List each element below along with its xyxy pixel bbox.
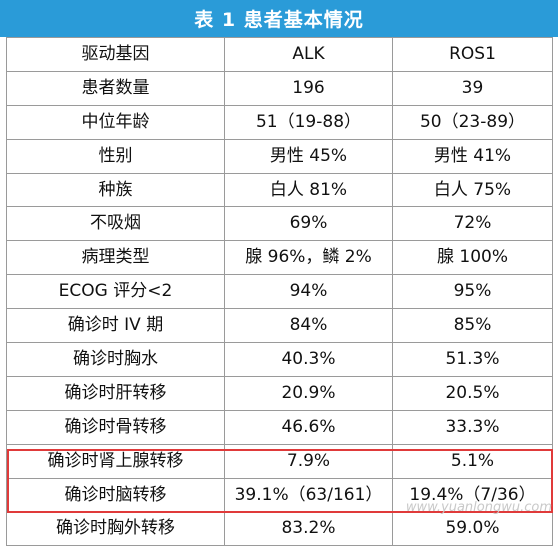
table-row: 确诊时胸外转移 83.2% 59.0% bbox=[6, 511, 553, 546]
row-label-cell: ECOG 评分<2 bbox=[6, 274, 225, 310]
alk-value-cell: 40.3% bbox=[224, 342, 393, 377]
table-row: 确诊时肾上腺转移 7.9% 5.1% bbox=[6, 443, 553, 479]
ros1-value-cell: 白人 75% bbox=[392, 172, 553, 208]
table-row: 确诊时肝转移 20.9% 20.5% bbox=[6, 375, 553, 411]
row-label-cell: 患者数量 bbox=[6, 70, 225, 106]
row-label-cell: 种族 bbox=[6, 172, 225, 208]
ros1-value-cell: 59.0% bbox=[392, 511, 553, 546]
ros1-value-cell: 85% bbox=[392, 308, 553, 344]
table-row: 确诊时胸水 40.3% 51.3% bbox=[6, 342, 553, 377]
patient-info-table: 驱动基因 ALK ROS1 患者数量 196 39 中位年龄 51（19-88） 50（2… bbox=[6, 37, 553, 546]
row-label-cell: 确诊时 IV 期 bbox=[6, 308, 225, 344]
alk-value-cell: 94% bbox=[224, 274, 393, 310]
header-cell-label: 驱动基因 bbox=[6, 37, 225, 72]
row-label-cell: 性别 bbox=[6, 138, 225, 174]
alk-value-cell: 83.2% bbox=[224, 511, 393, 546]
ros1-value-cell: 95% bbox=[392, 274, 553, 310]
row-label-cell: 确诊时肝转移 bbox=[6, 375, 225, 411]
alk-value-cell: 白人 81% bbox=[224, 172, 393, 208]
table-row: 性别 男性 45% 男性 41% bbox=[6, 138, 553, 174]
table-row: 确诊时骨转移 46.6% 33.3% bbox=[6, 409, 553, 445]
row-label-cell: 中位年龄 bbox=[6, 104, 225, 140]
ros1-value-cell: 72% bbox=[392, 206, 553, 242]
row-label-cell: 确诊时肾上腺转移 bbox=[6, 443, 225, 479]
alk-value-cell: 腺 96%，鳞 2% bbox=[224, 240, 393, 276]
ros1-value-cell: 男性 41% bbox=[392, 138, 553, 174]
alk-value-cell: 46.6% bbox=[224, 409, 393, 445]
row-label-cell: 确诊时骨转移 bbox=[6, 409, 225, 445]
ros1-value-cell: 腺 100% bbox=[392, 240, 553, 276]
row-label-cell: 确诊时脑转移 bbox=[6, 477, 225, 513]
table-header-row: 驱动基因 ALK ROS1 bbox=[6, 37, 553, 72]
ros1-value-cell: 39 bbox=[392, 70, 553, 106]
table-row: 患者数量 196 39 bbox=[6, 70, 553, 106]
alk-value-cell: 196 bbox=[224, 70, 393, 106]
ros1-value-cell: 20.5% bbox=[392, 375, 553, 411]
table-row: 确诊时 IV 期 84% 85% bbox=[6, 308, 553, 344]
table-row: 不吸烟 69% 72% bbox=[6, 206, 553, 242]
row-label-cell: 确诊时胸水 bbox=[6, 342, 225, 377]
table-row: 病理类型腺 96%，鳞 2% 腺 100% bbox=[6, 240, 553, 276]
table-row: 中位年龄 51（19-88） 50（23-89） bbox=[6, 104, 553, 140]
header-cell-alk: ALK bbox=[224, 37, 393, 72]
row-label-cell: 确诊时胸外转移 bbox=[6, 511, 225, 546]
alk-value-cell: 84% bbox=[224, 308, 393, 344]
ros1-value-cell: 5.1% bbox=[392, 443, 553, 479]
table-body: 驱动基因 ALK ROS1 患者数量 196 39 中位年龄 51（19-88） 50（2… bbox=[6, 37, 553, 546]
alk-value-cell: 69% bbox=[224, 206, 393, 242]
alk-value-cell: 7.9% bbox=[224, 443, 393, 479]
alk-value-cell: 39.1%（63/161） bbox=[224, 477, 393, 513]
table-row: ECOG 评分<2 94% 95% bbox=[6, 274, 553, 310]
table-title: 表 1 患者基本情况 bbox=[0, 0, 558, 37]
header-cell-ros1: ROS1 bbox=[392, 37, 553, 72]
ros1-value-cell: 33.3% bbox=[392, 409, 553, 445]
row-label-cell: 病理类型 bbox=[6, 240, 225, 276]
ros1-value-cell: 51.3% bbox=[392, 342, 553, 377]
alk-value-cell: 男性 45% bbox=[224, 138, 393, 174]
alk-value-cell: 51（19-88） bbox=[224, 104, 393, 140]
alk-value-cell: 20.9% bbox=[224, 375, 393, 411]
row-label-cell: 不吸烟 bbox=[6, 206, 225, 242]
table-row: 种族 白人 81% 白人 75% bbox=[6, 172, 553, 208]
watermark: www.yuanlongwu.com bbox=[405, 500, 552, 515]
ros1-value-cell: 50（23-89） bbox=[392, 104, 553, 140]
